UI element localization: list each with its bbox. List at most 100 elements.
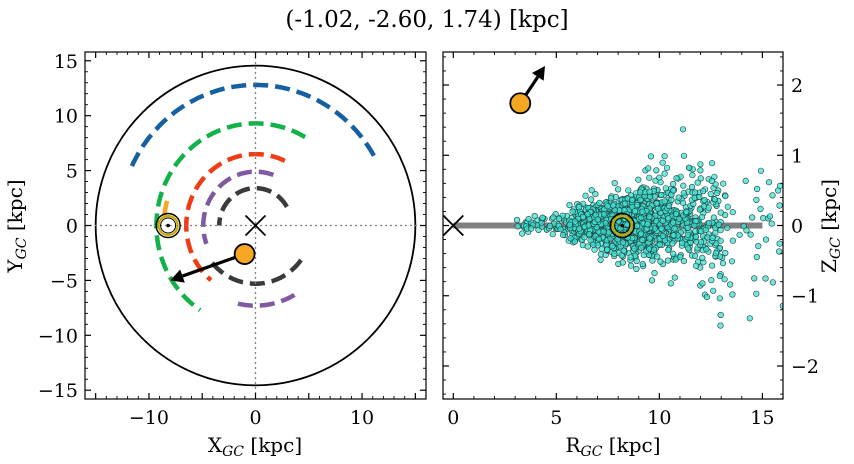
left-y-tick-label: 15 [54, 51, 78, 73]
spiral-arm-blue [129, 82, 378, 168]
star-point [729, 237, 737, 244]
star-point [711, 196, 719, 203]
star-point [609, 243, 616, 250]
star-point [569, 208, 576, 215]
left-y-axis-label-sub: GC [14, 237, 30, 259]
star-point [646, 188, 653, 195]
star-point [518, 230, 526, 237]
star-point [659, 159, 666, 166]
star-point [655, 205, 662, 212]
star-point [656, 241, 663, 248]
right-y-axis-label-sub: GC [828, 237, 844, 259]
right-y-tick-label: −1 [791, 286, 819, 308]
star-point [621, 200, 629, 207]
sun-inner-ring [614, 217, 631, 234]
star-point [614, 186, 622, 193]
object-marker-right [509, 92, 532, 115]
star-point [662, 185, 669, 192]
star-point [661, 153, 668, 160]
star-point [696, 193, 703, 201]
star-scatter-points [513, 126, 783, 329]
star-point [670, 180, 677, 188]
star-point [539, 214, 546, 221]
star-point [596, 199, 603, 207]
star-point [699, 188, 707, 195]
star-point [753, 185, 761, 193]
star-point [726, 281, 734, 288]
spiral-arm-dark [210, 257, 304, 286]
left-y-tick-label: −5 [50, 270, 78, 292]
star-point [703, 294, 711, 301]
star-point [588, 187, 595, 194]
star-point [637, 196, 644, 204]
star-point [757, 167, 765, 174]
star-point [760, 215, 767, 222]
star-point [762, 236, 770, 243]
star-point [582, 192, 589, 199]
left-axes-box [84, 51, 427, 400]
star-point [653, 200, 660, 207]
right-x-axis-label: RGC [kpc] [565, 433, 660, 460]
star-point [685, 245, 692, 252]
right-x-tick-label: 15 [750, 407, 774, 429]
left-tick-labels: −10 0 10 15 10 5 0 −5 −10 −15 [38, 51, 374, 429]
right-x-axis-label-unit: [kpc] [602, 433, 660, 457]
star-point [716, 273, 723, 280]
star-point [597, 256, 604, 264]
spiral-arm-dark [217, 185, 289, 226]
star-point [708, 177, 716, 185]
star-point [729, 291, 736, 298]
star-point [566, 202, 573, 209]
star-point [557, 226, 564, 233]
star-point [776, 202, 783, 209]
star-point [670, 250, 677, 257]
star-point [691, 189, 699, 196]
star-point [697, 175, 704, 182]
star-point [592, 191, 599, 198]
star-point [600, 211, 608, 218]
star-point [776, 248, 783, 255]
right-x-axis-label-sub: GC [581, 444, 603, 460]
star-point [566, 221, 573, 228]
star-point [571, 218, 579, 225]
star-point [719, 260, 727, 267]
star-point [742, 177, 749, 184]
star-point [776, 240, 783, 247]
left-x-axis-label-sub: GC [222, 444, 244, 460]
star-point [753, 290, 760, 297]
left-y-tick-label: −10 [38, 325, 78, 347]
star-point [646, 174, 653, 181]
left-y-axis-label: YGC [kpc] [3, 179, 30, 273]
galactic-center-x-marker-right [443, 214, 464, 237]
star-point [587, 196, 595, 203]
star-point [688, 183, 696, 191]
star-point [525, 216, 532, 223]
sun-dot [166, 223, 170, 228]
star-point [698, 214, 706, 221]
star-point [708, 262, 716, 269]
right-x-tick-label: 5 [550, 407, 562, 429]
star-point [709, 234, 716, 241]
star-point [740, 223, 747, 230]
star-point [600, 228, 607, 235]
star-point [708, 160, 716, 167]
star-point [717, 237, 724, 244]
sun-dot [620, 223, 625, 228]
sun-outer-ring [155, 212, 181, 239]
star-point [743, 227, 750, 234]
left-panel: −10 0 10 15 10 5 0 −5 −10 −15 XGC [kpc] YGC [kpc] [3, 51, 427, 460]
star-point [598, 245, 605, 253]
star-point [631, 208, 639, 215]
star-point [665, 246, 672, 253]
star-point [753, 196, 760, 203]
spiral-arm-purple [201, 169, 275, 245]
star-point [550, 214, 557, 221]
right-x-tick-label: 0 [447, 407, 459, 429]
left-y-tick-label: 0 [66, 216, 78, 238]
star-point [697, 161, 704, 168]
star-point [664, 257, 672, 264]
star-point [720, 180, 727, 187]
star-point [575, 225, 583, 232]
